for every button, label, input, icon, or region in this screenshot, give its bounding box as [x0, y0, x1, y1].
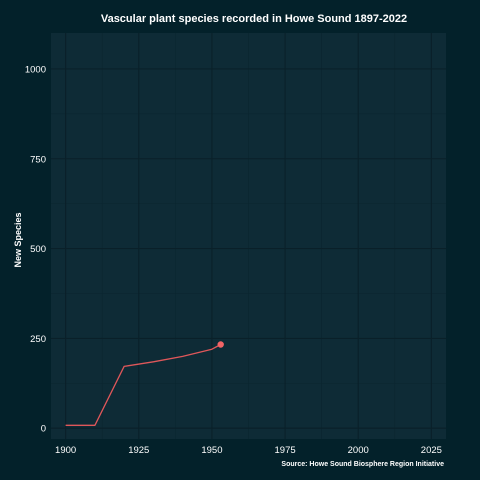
- y-tick-label: 750: [30, 154, 46, 165]
- caption: Source: Howe Sound Biosphere Region Init…: [281, 461, 444, 468]
- chart-title: Vascular plant species recorded in Howe …: [101, 13, 407, 25]
- x-tick-label: 1925: [128, 445, 149, 456]
- x-tick-label: 2025: [421, 445, 442, 456]
- y-tick-label: 1000: [25, 64, 46, 75]
- series-layer: [65, 341, 224, 426]
- y-axis-title: New Species: [13, 212, 23, 267]
- last-data-point: [217, 341, 224, 348]
- y-tick-labels: 0 250 500 750 1000: [25, 64, 46, 434]
- y-tick-label: 250: [30, 334, 46, 345]
- x-tick-label: 1900: [55, 445, 76, 456]
- y-tick-label: 0: [41, 424, 46, 435]
- y-tick-label: 500: [30, 244, 46, 255]
- x-tick-label: 2000: [348, 445, 369, 456]
- x-tick-label: 1950: [201, 445, 222, 456]
- minor-gridlines: [51, 33, 446, 439]
- x-tick-label: 1975: [275, 445, 296, 456]
- major-gridlines: [51, 33, 446, 439]
- x-tick-labels: 1900 1925 1950 1975 2000 2025: [55, 445, 442, 456]
- series-line: [65, 343, 222, 426]
